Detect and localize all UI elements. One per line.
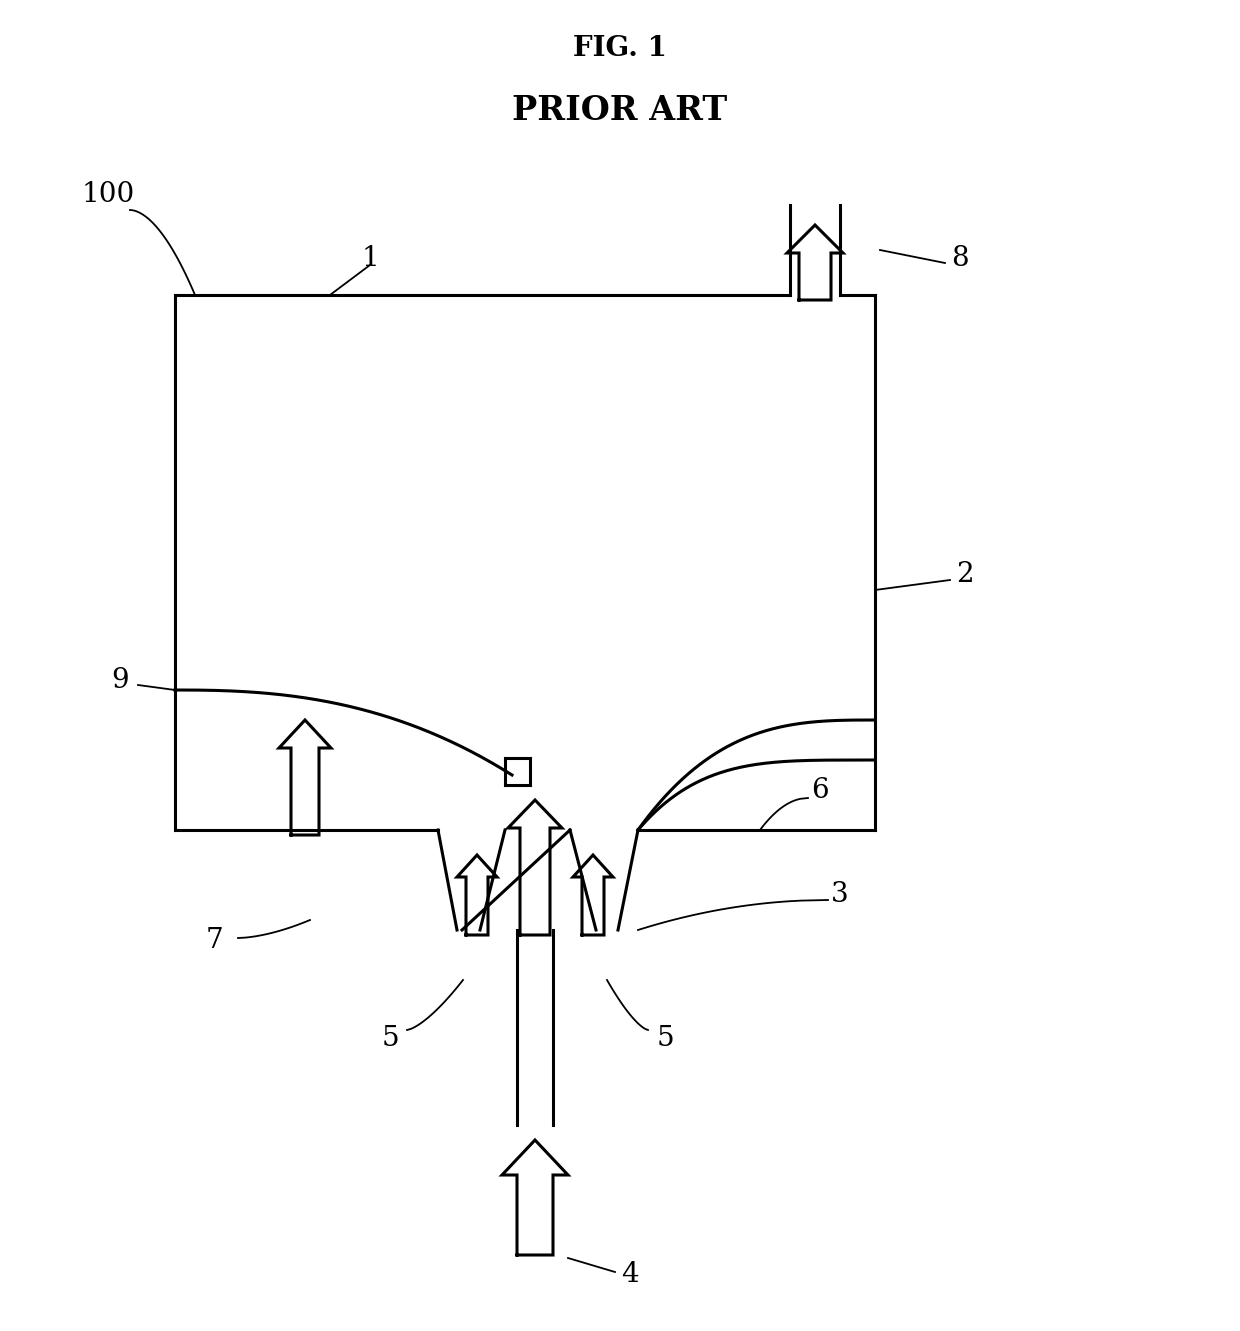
Text: 1: 1 — [361, 245, 379, 272]
Text: 5: 5 — [381, 1025, 399, 1051]
Text: 100: 100 — [82, 181, 135, 209]
Text: PRIOR ART: PRIOR ART — [512, 93, 728, 126]
Text: FIG. 1: FIG. 1 — [573, 35, 667, 61]
Text: 5: 5 — [656, 1025, 673, 1051]
Text: 2: 2 — [956, 562, 973, 588]
Text: 8: 8 — [951, 245, 968, 272]
Text: 6: 6 — [811, 776, 828, 804]
Text: 7: 7 — [206, 926, 224, 953]
Text: 3: 3 — [831, 881, 849, 909]
Text: 4: 4 — [621, 1262, 639, 1288]
Text: 9: 9 — [112, 667, 129, 693]
